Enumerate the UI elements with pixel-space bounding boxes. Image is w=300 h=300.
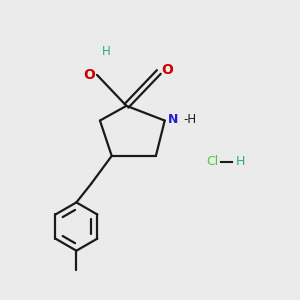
Text: Cl: Cl (206, 155, 218, 168)
Text: H: H (101, 45, 110, 58)
Text: -H: -H (184, 112, 197, 126)
Text: H: H (236, 155, 245, 168)
Text: O: O (161, 64, 173, 77)
Text: O: O (84, 68, 95, 82)
Text: N: N (168, 112, 178, 126)
